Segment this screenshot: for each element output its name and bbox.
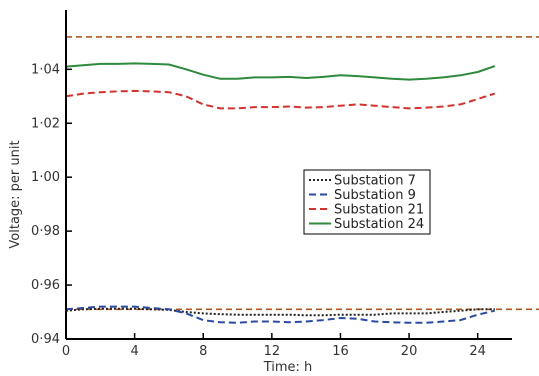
legend-label: Substation 21 [334,203,424,218]
x-axis-ticks: 0 4 8 12 16 20 24 [62,333,486,359]
x-tick-label: 20 [401,344,418,359]
series-line-substation-7 [65,307,495,317]
y-axis-ticks: 0·94 0·96 0·98 1·00 1·02 1·04 [31,62,72,347]
reference-lines [66,36,539,311]
x-axis-title: Time: h [263,360,313,375]
y-axis-title: Voltage: per unit [8,140,23,248]
x-tick-label: 8 [199,344,207,359]
series-line-substation-24 [65,62,496,81]
axes [65,10,512,340]
y-tick-label: 1·04 [31,62,60,77]
legend-label: Substation 9 [334,188,416,203]
y-tick-label: 0·94 [31,332,60,347]
x-tick-label: 0 [62,344,70,359]
y-tick-label: 0·96 [31,278,60,293]
legend-label: Substation 24 [334,217,424,232]
x-tick-label: 24 [469,344,486,359]
x-tick-label: 12 [264,344,281,359]
series-line-substation-21 [65,89,496,110]
legend-label: Substation 7 [334,174,416,189]
y-tick-label: 1·00 [31,170,60,185]
x-tick-label: 4 [130,344,138,359]
y-tick-label: 0·98 [31,224,60,239]
x-tick-label: 16 [332,344,349,359]
series-line-substation-9 [65,305,496,324]
series-lines [65,62,496,324]
y-tick-label: 1·02 [31,116,60,131]
